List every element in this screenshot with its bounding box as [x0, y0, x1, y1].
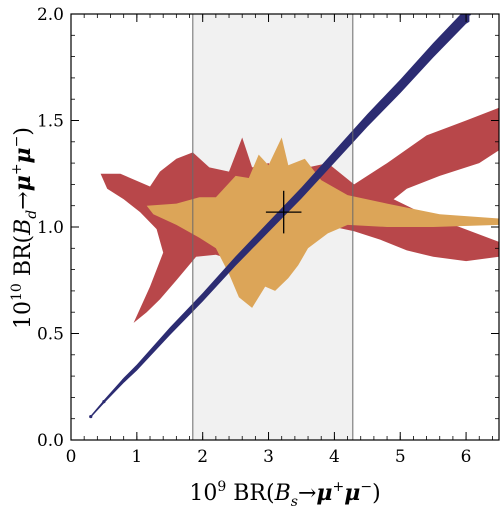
blue-band-point	[122, 378, 126, 382]
x-tick-label: 1	[131, 447, 142, 467]
y-tick-label: 1.5	[37, 112, 64, 132]
y-tick-label: 0.5	[37, 325, 64, 345]
blue-band-point	[299, 191, 304, 195]
blue-band-point	[266, 225, 271, 229]
x-tick-label: 5	[395, 447, 406, 467]
blue-band-point	[365, 118, 369, 123]
plot-area	[89, 14, 499, 440]
blue-band-point	[168, 329, 172, 333]
blue-band-point	[102, 400, 106, 404]
blue-band-point	[332, 155, 336, 159]
y-tick-label: 1.0	[37, 218, 64, 238]
blue-band-point	[398, 84, 402, 89]
blue-scatter-band	[90, 14, 470, 418]
y-tick-label: 2.0	[37, 5, 64, 25]
y-tick-label: 0.0	[37, 431, 64, 451]
blue-band-point	[431, 48, 435, 52]
sm-prediction-marker	[265, 190, 302, 234]
x-tick-label: 4	[329, 447, 340, 467]
x-axis-label: 109 BR(Bs→μ+μ−)	[189, 479, 380, 510]
x-tick-label: 3	[263, 447, 274, 467]
blue-band-point	[135, 365, 139, 370]
x-tick-label: 2	[197, 447, 208, 467]
y-axis-label: 1010 BR(Bd→μ+μ−)	[9, 127, 40, 329]
x-tick-label: 6	[461, 447, 472, 467]
x-axis: 0 1 2 3 4 5 6	[66, 14, 493, 467]
y-axis: 0.0 0.5 1.0 1.5 2.0	[37, 5, 499, 451]
blue-band-point	[234, 259, 238, 263]
blue-band-point	[89, 414, 93, 419]
x-tick-label: 0	[66, 447, 77, 467]
blue-band-point	[201, 295, 205, 299]
